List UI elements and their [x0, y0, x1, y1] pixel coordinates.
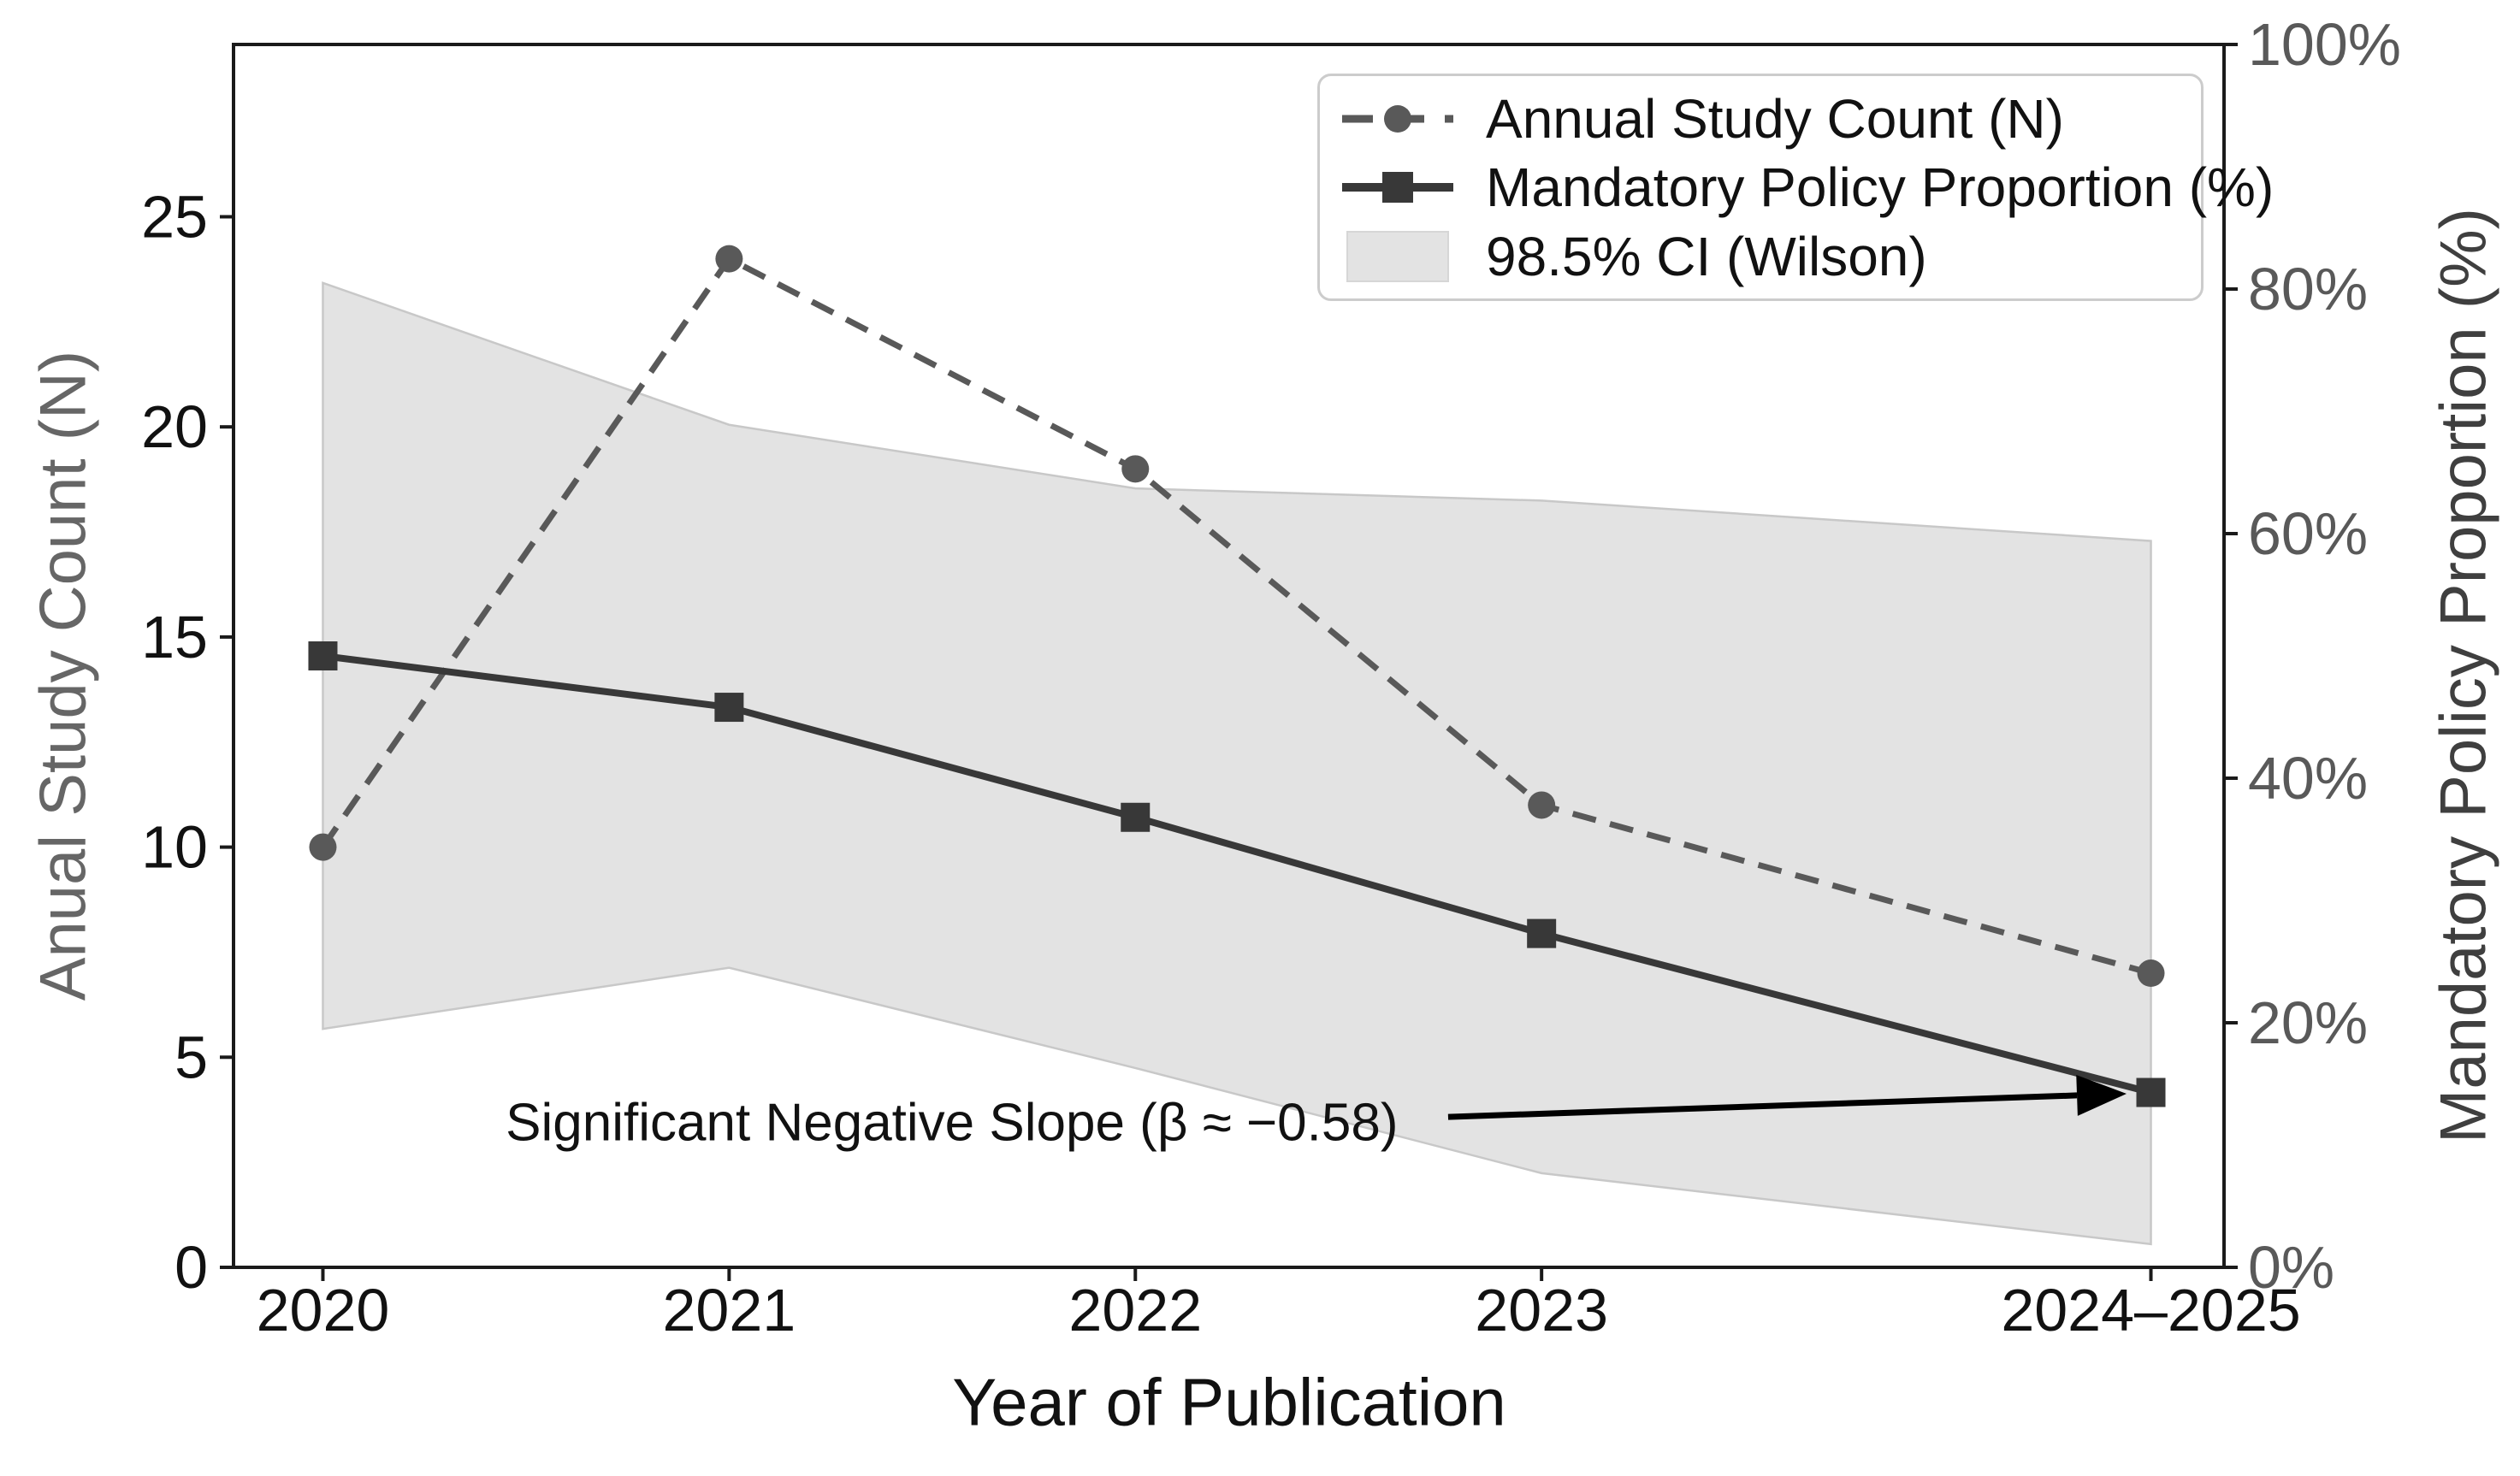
right-axis-title: Mandatory Policy Proportion (%) — [2427, 208, 2500, 1143]
annotation-arrow-line — [1447, 1092, 2078, 1120]
right-tick-label: 20% — [2248, 989, 2368, 1056]
left-tick-label: 0 — [175, 1234, 208, 1301]
x-tick-label: 2021 — [663, 1277, 796, 1343]
legend-item-ci: 98.5% CI (Wilson) — [1342, 225, 2179, 288]
count-marker — [309, 833, 337, 861]
right-tick-label: 100% — [2248, 11, 2401, 78]
left-tick-label: 25 — [141, 183, 208, 250]
left-tick-label: 10 — [141, 814, 208, 881]
proportion-marker — [1527, 918, 1557, 948]
legend-label-count: Annual Study Count (N) — [1486, 87, 2064, 150]
left-axis-title: Anual Study Count (N) — [27, 350, 100, 1001]
right-tick-label: 0% — [2248, 1234, 2334, 1301]
legend-item-proportion: Mandatory Policy Proportion (%) — [1342, 156, 2274, 219]
count-marker — [2137, 959, 2165, 988]
x-axis-title: Year of Publication — [952, 1364, 1506, 1440]
ci-band-swatch-icon — [1346, 230, 1449, 282]
proportion-marker — [308, 641, 338, 670]
count-marker — [1528, 791, 1556, 819]
right-tick-label: 40% — [2248, 745, 2368, 812]
x-tick-label: 2020 — [257, 1277, 390, 1343]
count-marker — [715, 245, 743, 273]
annotation-text: Significant Negative Slope (β ≈ −0.58) — [506, 1093, 1399, 1153]
right-tick-label: 60% — [2248, 500, 2368, 567]
annotation-arrow-head — [2076, 1074, 2127, 1116]
legend-label-ci: 98.5% CI (Wilson) — [1486, 225, 1927, 287]
proportion-marker — [1121, 802, 1151, 832]
proportion-marker — [2136, 1077, 2166, 1107]
plot-frame — [232, 43, 2226, 1269]
x-tick-label: 2023 — [1475, 1277, 1608, 1343]
left-tick-label: 15 — [141, 604, 208, 670]
legend-box: Annual Study Count (N) Mandatory Policy … — [1317, 74, 2274, 301]
legend-item-count: Annual Study Count (N) — [1342, 87, 2179, 151]
x-tick-label: 2022 — [1068, 1277, 1202, 1343]
legend-label-proportion: Mandatory Policy Proportion (%) — [1486, 156, 2275, 218]
ci-band — [322, 281, 2152, 1246]
right-tick-label: 80% — [2248, 256, 2368, 322]
dashed-line-circle-marker-icon — [1342, 104, 1453, 133]
left-tick-label: 5 — [175, 1024, 208, 1090]
count-marker — [1121, 455, 1150, 483]
proportion-marker — [714, 693, 744, 723]
left-tick-label: 20 — [141, 393, 208, 460]
x-tick-label: 2024–2025 — [2001, 1277, 2300, 1343]
solid-line-square-marker-icon — [1342, 172, 1453, 203]
